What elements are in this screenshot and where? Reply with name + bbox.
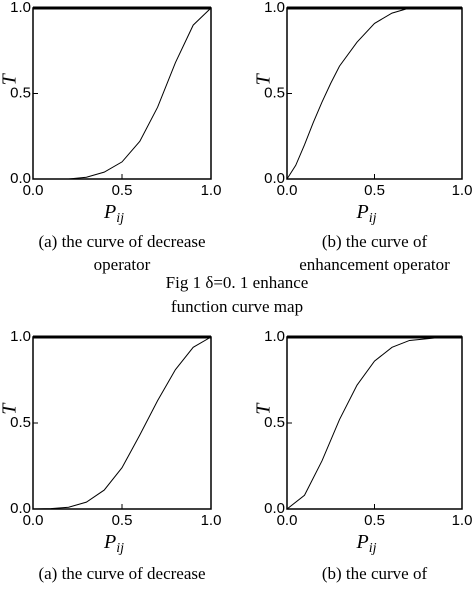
x-axis-label-sub: ij <box>116 541 124 556</box>
x-tick-label: 0.0 <box>277 512 298 529</box>
y-tick-label: 0.0 <box>264 500 285 517</box>
x-tick-label: 0.0 <box>23 512 44 529</box>
plot-frame <box>32 7 212 180</box>
x-axis-label-sub: ij <box>369 211 377 226</box>
x-tick-label: 1.0 <box>201 512 222 529</box>
plot-frame <box>286 336 463 510</box>
x-tick-label: 1.0 <box>452 512 473 529</box>
y-tick-label: 1.0 <box>10 328 31 345</box>
x-tick-label: 0.0 <box>23 182 44 199</box>
x-tick-label: 0.5 <box>364 512 385 529</box>
x-tick-label: 0.5 <box>112 512 133 529</box>
x-tick-label: 0.5 <box>364 182 385 199</box>
x-axis-label-sub: ij <box>116 211 124 226</box>
x-tick-label: 0.5 <box>112 182 133 199</box>
y-axis-label: T <box>253 402 275 415</box>
y-tick-label: 0.5 <box>10 84 31 101</box>
y-tick-label: 0.0 <box>264 170 285 187</box>
x-axis-label: Pij <box>103 201 124 227</box>
plot-frame <box>286 7 463 180</box>
y-tick-label: 0.0 <box>10 170 31 187</box>
curve <box>286 336 462 510</box>
curve <box>33 7 212 180</box>
curve <box>32 336 212 510</box>
y-tick-label: 0.5 <box>264 414 285 431</box>
y-tick-label: 1.0 <box>264 0 285 16</box>
y-axis-label: T <box>253 72 275 85</box>
x-axis-label-main: P <box>103 531 116 553</box>
figure-caption: Fig 1 δ=0. 1 enhance <box>166 273 309 292</box>
y-axis-label: T <box>0 402 21 415</box>
caption: (b) the curve of <box>322 232 428 251</box>
x-tick-label: 0.0 <box>277 182 298 199</box>
x-tick-label: 1.0 <box>452 182 473 199</box>
x-tick-label: 1.0 <box>201 182 222 199</box>
y-tick-label: 0.5 <box>10 414 31 431</box>
figure-caption: function curve map <box>171 297 303 316</box>
caption: operator <box>94 255 151 274</box>
caption: (b) the curve of <box>322 564 428 583</box>
plot-frame <box>32 336 212 510</box>
x-axis-label-main: P <box>356 531 369 553</box>
x-axis-label-main: P <box>103 201 116 223</box>
caption: enhancement operator <box>299 255 450 274</box>
x-axis-label-main: P <box>356 201 369 223</box>
x-axis-label: Pij <box>356 201 377 227</box>
y-tick-label: 0.0 <box>10 500 31 517</box>
curve <box>286 7 462 180</box>
y-tick-label: 1.0 <box>264 328 285 345</box>
x-axis-label-sub: ij <box>369 541 377 556</box>
y-tick-label: 1.0 <box>10 0 31 16</box>
x-axis-label: Pij <box>103 531 124 557</box>
caption: (a) the curve of decrease <box>38 564 205 583</box>
caption: (a) the curve of decrease <box>38 232 205 251</box>
x-axis-label: Pij <box>356 531 377 557</box>
y-tick-label: 0.5 <box>264 84 285 101</box>
y-axis-label: T <box>0 72 21 85</box>
